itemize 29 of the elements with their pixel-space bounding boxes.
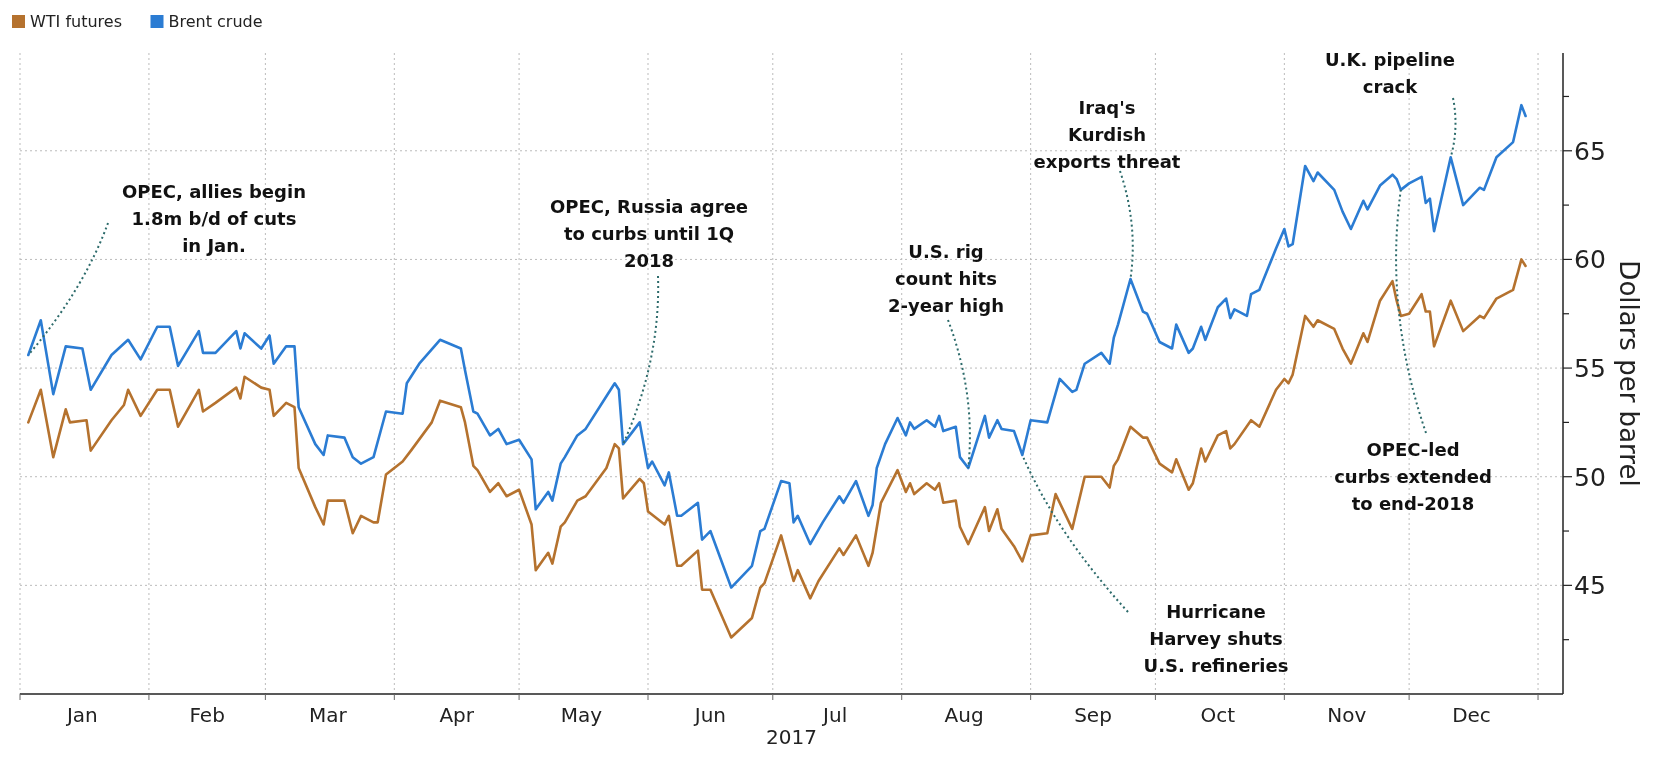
x-tick-label: Mar — [308, 703, 348, 727]
x-tick-label: Feb — [189, 703, 225, 727]
line-series — [27, 103, 1527, 589]
y-tick-label: 45 — [1574, 571, 1606, 601]
x-tick-label: Oct — [1200, 703, 1236, 727]
y-tick-label: 55 — [1574, 354, 1606, 384]
x-tick-label: Dec — [1452, 703, 1491, 727]
annotation: U.S. rig count hits 2-year high — [888, 241, 1004, 316]
x-tick-label: Nov — [1327, 703, 1367, 727]
legend-label: WTI futures — [30, 12, 122, 31]
annotation: Hurricane Harvey shuts U.S. refineries — [1143, 601, 1289, 676]
x-tick-label: Aug — [944, 703, 984, 727]
annotation: OPEC, allies begin 1.8m b/d of cuts in Jan. — [122, 181, 306, 256]
x-axis-title: 2017 — [766, 725, 817, 749]
x-tick-label: Apr — [439, 703, 475, 727]
annotation: Iraq's Kurdish exports threat — [1033, 97, 1181, 172]
y-axis-title: Dollars per barrel — [1614, 260, 1644, 487]
x-tick-label: Jan — [64, 703, 98, 727]
x-tick-label: May — [560, 703, 603, 727]
y-tick-label: 50 — [1574, 462, 1606, 492]
y-tick-label: 60 — [1574, 245, 1606, 275]
y-tick-label: 65 — [1574, 136, 1606, 166]
annotation: OPEC-led curbs extended to end-2018 — [1334, 439, 1492, 514]
x-tick-label: Jul — [821, 703, 848, 727]
x-tick-label: Sep — [1074, 703, 1112, 727]
legend-label: Brent crude — [168, 12, 263, 31]
annotation: OPEC, Russia agree to curbs until 1Q 2018 — [549, 196, 749, 271]
annotation: U.K. pipeline crack — [1324, 49, 1456, 97]
x-tick-label: Jun — [692, 703, 727, 727]
